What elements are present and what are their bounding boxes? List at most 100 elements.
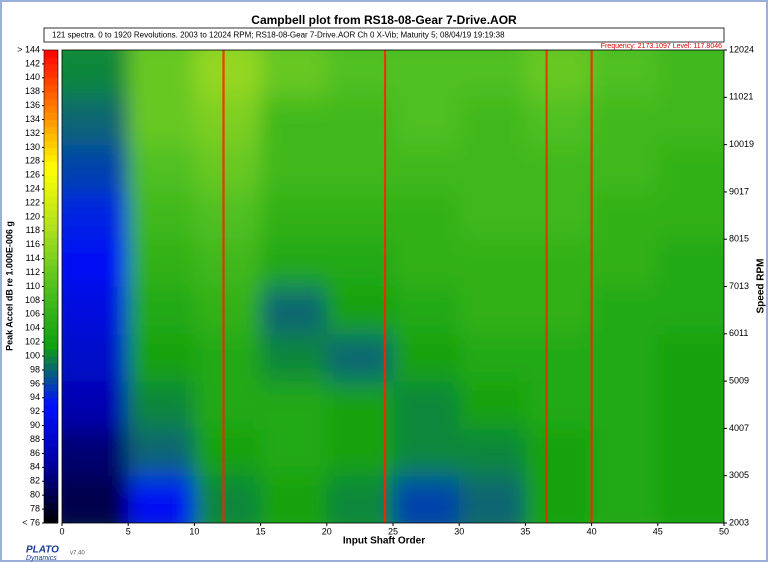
colorbar-tick-label: 116 [26, 239, 40, 249]
colorbar-tick-label: 122 [25, 197, 40, 207]
heat-cell [393, 239, 460, 288]
colorbar-step [44, 335, 58, 343]
heat-cell [657, 428, 724, 477]
heat-cell [393, 475, 460, 523]
colorbar-step [44, 328, 58, 336]
colorbar-step [44, 286, 58, 294]
heat-cell [525, 475, 593, 523]
heat-cell [591, 97, 659, 146]
colorbar-tick-label: 108 [25, 295, 40, 305]
colorbar-tick-label: 110 [26, 281, 40, 291]
heat-cell [393, 428, 460, 477]
colorbar-step [44, 432, 58, 441]
colorbar-tick-label: 88 [30, 434, 40, 444]
heat-cell [194, 475, 262, 523]
colorbar-step [44, 411, 58, 420]
x-tick-label: 0 [59, 526, 64, 536]
heat-cell [194, 144, 262, 193]
heat-cell [591, 50, 659, 98]
heat-cell [194, 50, 262, 98]
colorbar-step [44, 258, 58, 267]
x-tick-label: 25 [388, 526, 398, 536]
colorbar-step [44, 209, 58, 218]
colorbar-step [44, 77, 58, 86]
colorbar-tick-label: 124 [25, 183, 40, 193]
heat-cell [326, 428, 394, 477]
colorbar-step [44, 495, 58, 503]
colorbar-step [44, 84, 58, 93]
colorbar-tick-label: 120 [25, 211, 40, 221]
colorbar-step [44, 321, 58, 329]
heat-cell [194, 381, 262, 429]
colorbar-step [44, 237, 58, 246]
colorbar-step [44, 189, 58, 197]
heat-cell [657, 286, 724, 335]
colorbar-step [44, 397, 58, 406]
heat-cell [525, 428, 593, 477]
heat-cell [591, 144, 659, 193]
y-tick-label: 2003 [729, 517, 749, 527]
heat-cell [62, 239, 129, 288]
heat-cell [326, 286, 394, 335]
heat-cell [128, 428, 195, 477]
heat-cell [393, 144, 460, 193]
heat-cell [393, 191, 460, 240]
heat-cell [591, 381, 659, 429]
heat-cell [657, 50, 724, 98]
heat-cell [194, 239, 262, 288]
colorbar-label: Peak Accel dB re 1.000E-006 g [4, 221, 14, 351]
heat-cell [62, 97, 129, 146]
colorbar-step [44, 105, 58, 114]
colorbar-step [44, 390, 58, 399]
colorbar-step [44, 265, 58, 274]
heat-cell [459, 428, 526, 477]
cells [62, 50, 724, 523]
colorbar-tick-label: 140 [25, 72, 40, 82]
heat-cell [62, 333, 129, 382]
y-tick-label: 12024 [729, 44, 754, 54]
colorbar-step [44, 383, 58, 392]
heat-cell [459, 191, 526, 240]
y-axis-label: Speed RPM [756, 258, 767, 313]
colorbar-tick-label: 80 [30, 490, 40, 500]
heat-cell [194, 333, 262, 382]
heat-cell [260, 286, 328, 335]
colorbar-tick-label: 138 [25, 86, 40, 96]
x-tick-label: 35 [520, 526, 530, 536]
heat-cell [525, 97, 593, 146]
colorbar-step [44, 439, 58, 447]
heat-cell [326, 239, 394, 288]
heat-cell [260, 191, 328, 240]
colorbar-tick-label: 132 [25, 128, 40, 138]
colorbar-tick-label: 96 [30, 378, 40, 388]
heat-cell [459, 50, 526, 98]
y-tick-label: 6011 [729, 328, 748, 338]
colorbar-step [44, 418, 58, 427]
heat-cell [525, 144, 593, 193]
colorbar-tick-label: 100 [25, 350, 40, 360]
colorbar-step [44, 516, 58, 524]
colorbar-tick-label: 114 [26, 253, 40, 263]
colorbar-tick-label: 92 [30, 406, 40, 416]
heat-cell [525, 191, 593, 240]
colorbar-step [44, 509, 58, 517]
colorbar-step [44, 502, 58, 510]
heat-cell [591, 475, 659, 523]
colorbar-step [44, 91, 58, 100]
heat-cell [62, 381, 129, 429]
colorbar-tick-label: 86 [30, 448, 40, 458]
colorbar-step [44, 50, 58, 58]
heat-cell [128, 144, 195, 193]
heat-cell [326, 191, 394, 240]
heat-cell [326, 97, 394, 146]
heat-cell [657, 333, 724, 382]
heat-cell [657, 475, 724, 523]
heat-cell [62, 475, 129, 523]
colorbar-tick-label: 118 [26, 225, 40, 235]
heat-cell [62, 50, 129, 98]
heat-cell [128, 239, 195, 288]
colorbar-step [44, 70, 58, 79]
y-tick-label: 10019 [729, 139, 754, 149]
colorbar-tick-label: 90 [30, 420, 40, 430]
colorbar-step [44, 474, 58, 482]
